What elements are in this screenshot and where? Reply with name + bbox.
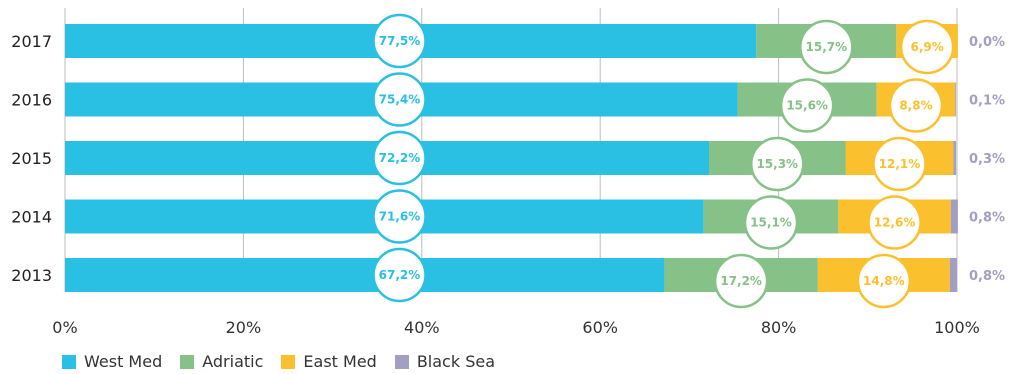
- data-label-adriatic: 15,3%: [756, 157, 798, 171]
- bar-black-sea: [950, 199, 958, 234]
- bubble-circle: [856, 253, 912, 309]
- data-bubble-west-med: 67,2%: [372, 247, 427, 303]
- data-label-black-sea: 0,3%: [969, 152, 1005, 167]
- bubble-circle: [779, 78, 835, 133]
- data-bubble-adriatic: 15,1%: [743, 195, 799, 250]
- data-bubble-west-med: 72,2%: [372, 130, 427, 186]
- data-label-black-sea: 0,8%: [969, 269, 1005, 284]
- legend-item-adriatic: Adriatic: [180, 352, 263, 371]
- legend-label-west-med: West Med: [84, 352, 163, 371]
- bubble-circle: [872, 136, 927, 192]
- bubble-circle: [713, 253, 769, 309]
- y-tick-label: 2016: [11, 91, 52, 110]
- bubble-circle: [372, 189, 427, 244]
- data-label-adriatic: 15,6%: [786, 99, 828, 113]
- bubble-circle: [888, 78, 944, 133]
- data-bubble-west-med: 77,5%: [372, 13, 427, 69]
- bubble-circle: [372, 130, 427, 186]
- data-label-west-med: 72,2%: [379, 151, 421, 165]
- data-label-black-sea: 0,1%: [969, 94, 1005, 109]
- x-tick-label: 40%: [404, 318, 440, 337]
- bubble-circle: [899, 19, 955, 75]
- legend-label-east-med: East Med: [303, 352, 377, 371]
- bar-black-sea: [953, 141, 957, 175]
- bubble-circle: [372, 247, 427, 303]
- data-bubble-east-med: 6,9%: [899, 19, 955, 75]
- data-label-adriatic: 15,7%: [806, 40, 848, 54]
- legend: West Med Adriatic East Med Black Sea: [62, 352, 495, 371]
- data-label-adriatic: 15,1%: [750, 216, 792, 230]
- data-label-east-med: 12,1%: [879, 157, 921, 171]
- legend-label-adriatic: Adriatic: [202, 352, 264, 371]
- y-tick-label: 2015: [11, 149, 52, 168]
- data-bubble-adriatic: 15,3%: [750, 136, 805, 192]
- data-bubble-adriatic: 15,7%: [799, 19, 854, 75]
- bubble-circle: [372, 72, 427, 127]
- y-tick-label: 2014: [11, 208, 52, 227]
- y-tick-label: 2017: [11, 32, 52, 51]
- data-label-west-med: 77,5%: [379, 34, 421, 48]
- legend-swatch-adriatic: [180, 354, 195, 369]
- data-bubble-adriatic: 17,2%: [713, 253, 769, 309]
- legend-item-black-sea: Black Sea: [394, 352, 496, 371]
- data-label-adriatic: 17,2%: [720, 274, 762, 288]
- x-axis-ticks: 0% 20% 40% 60% 80% 100%: [52, 318, 980, 337]
- value-bubbles: 77,5% 15,7% 6,9% 75,4% 15,6% 8,8% 72,2% 15,3% 12…: [372, 13, 955, 309]
- bubble-circle: [867, 195, 922, 250]
- data-label-west-med: 71,6%: [379, 210, 421, 224]
- data-bubble-east-med: 14,8%: [856, 253, 912, 309]
- bubble-circle: [743, 195, 799, 250]
- legend-swatch-west-med: [62, 354, 76, 369]
- data-label-east-med: 12,6%: [874, 216, 916, 230]
- legend-label-black-sea: Black Sea: [416, 352, 496, 371]
- legend-item-west-med: West Med: [62, 352, 162, 371]
- x-tick-label: 100%: [934, 318, 980, 337]
- bar-black-sea: [955, 82, 957, 117]
- legend-swatch-black-sea: [394, 354, 409, 369]
- bar-west-med: [65, 258, 665, 292]
- data-bubble-adriatic: 15,6%: [779, 78, 835, 133]
- data-bubble-east-med: 8,8%: [888, 78, 944, 133]
- bubble-circle: [799, 19, 854, 75]
- data-label-east-med: 6,9%: [910, 40, 943, 54]
- data-label-west-med: 67,2%: [379, 268, 421, 282]
- data-label-east-med: 14,8%: [863, 274, 905, 288]
- data-label-east-med: 8,8%: [899, 99, 932, 113]
- bubble-circle: [750, 136, 805, 192]
- data-label-black-sea: 0,8%: [969, 211, 1005, 226]
- bubble-circle: [372, 13, 427, 69]
- x-tick-label: 80%: [761, 318, 797, 337]
- data-bubble-east-med: 12,6%: [867, 195, 922, 250]
- x-tick-label: 20%: [226, 318, 262, 337]
- legend-swatch-east-med: [281, 354, 296, 369]
- y-tick-label: 2013: [11, 266, 52, 285]
- data-bubble-west-med: 71,6%: [372, 189, 427, 244]
- data-bubble-east-med: 12,1%: [872, 136, 927, 192]
- x-tick-label: 60%: [582, 318, 618, 337]
- y-axis-labels: 2017 2016 2015 2014 2013: [11, 32, 52, 285]
- x-tick-label: 0%: [52, 318, 77, 337]
- black-sea-labels: 0,0% 0,1% 0,3% 0,8% 0,8%: [969, 35, 1005, 284]
- data-label-black-sea: 0,0%: [969, 35, 1005, 50]
- bar-black-sea: [949, 258, 957, 292]
- legend-item-east-med: East Med: [281, 352, 377, 371]
- data-bubble-west-med: 75,4%: [372, 72, 427, 127]
- data-label-west-med: 75,4%: [379, 93, 421, 107]
